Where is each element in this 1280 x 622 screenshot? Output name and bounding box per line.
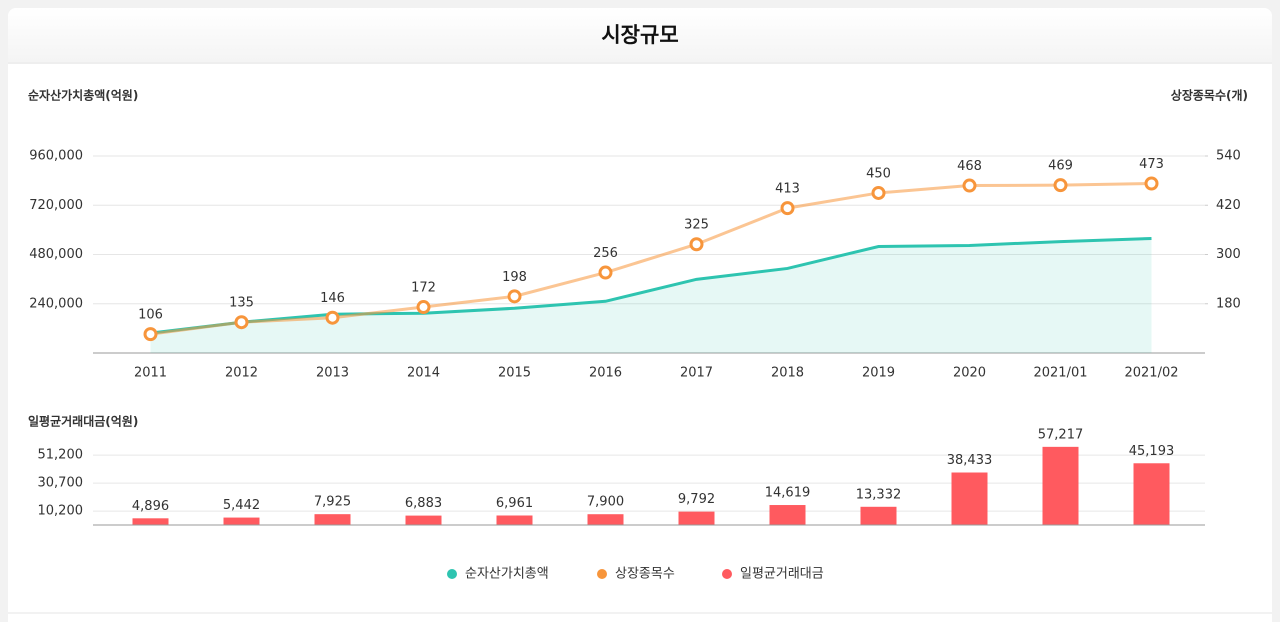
x-tick-label: 2015 (498, 366, 531, 381)
card (8, 8, 1272, 622)
data-label: 325 (684, 218, 709, 233)
x-tick-label: 2017 (680, 366, 713, 381)
marker (325, 310, 340, 325)
data-label: 468 (957, 159, 982, 174)
y-tick-label: 10,200 (38, 504, 84, 519)
line (150, 181, 1152, 336)
legend-marker (447, 569, 457, 579)
marker (143, 327, 158, 342)
x-tick-label: 2021/02 (1124, 366, 1178, 381)
y2-tick-label: 300 (1216, 247, 1241, 262)
marker (689, 237, 704, 252)
data-label: 14,619 (765, 486, 811, 501)
bar (678, 511, 715, 525)
data-label: 6,883 (405, 496, 442, 511)
marker (962, 178, 977, 193)
data-label: 172 (411, 281, 436, 296)
y2-tick-label: 180 (1216, 296, 1241, 311)
data-label: 9,792 (678, 492, 715, 507)
data-label: 413 (775, 182, 800, 197)
data-label: 473 (1139, 157, 1164, 172)
card-header (8, 8, 1272, 62)
bar (587, 514, 624, 525)
legend-marker (722, 569, 732, 579)
y2-tick-label: 540 (1216, 149, 1241, 164)
bar (860, 506, 897, 525)
x-tick-label: 2018 (771, 366, 804, 381)
y-tick-label: 51,200 (38, 448, 84, 463)
data-label: 135 (229, 296, 254, 311)
marker (1144, 176, 1159, 191)
data-label: 198 (502, 270, 527, 285)
legend-label: 일평균거래대금 (740, 567, 824, 582)
legend-label: 상장종목수 (615, 567, 675, 582)
page-title: 시장규모 (601, 23, 678, 47)
y-tick-label: 960,000 (29, 149, 83, 164)
y-tick-label: 480,000 (29, 247, 83, 262)
x-tick-label: 2021/01 (1033, 366, 1087, 381)
marker (780, 201, 795, 216)
legend-label: 순자산가치총액 (465, 567, 549, 582)
x-tick-label: 2013 (316, 366, 349, 381)
line (150, 236, 1152, 335)
bar (314, 514, 351, 525)
data-label: 5,442 (223, 498, 260, 513)
bar (496, 515, 533, 525)
x-tick-label: 2014 (407, 366, 440, 381)
bar (769, 505, 806, 525)
data-label: 57,217 (1038, 427, 1084, 442)
marker (871, 185, 886, 200)
bar (1133, 463, 1170, 525)
marker (598, 265, 613, 280)
data-label: 7,900 (587, 495, 624, 510)
legend-marker (597, 569, 607, 579)
area (150, 238, 1152, 353)
data-label: 256 (593, 246, 618, 261)
data-label: 106 (138, 308, 163, 323)
bar (223, 517, 260, 525)
data-label: 6,961 (496, 496, 533, 511)
x-tick-label: 2016 (589, 366, 622, 381)
data-label: 469 (1048, 159, 1073, 174)
y-axis-title: 순자산가치총액(억원) (28, 88, 138, 103)
data-label: 13,332 (856, 487, 902, 502)
marker (416, 300, 431, 315)
bar (132, 518, 169, 525)
data-label: 4,896 (132, 499, 169, 514)
x-tick-label: 2019 (862, 366, 895, 381)
data-label: 146 (320, 291, 345, 306)
marker (1053, 178, 1068, 193)
data-label: 45,193 (1129, 444, 1175, 459)
bar (951, 472, 988, 525)
x-tick-label: 2012 (225, 366, 258, 381)
data-label: 38,433 (947, 453, 993, 468)
marker (234, 315, 249, 330)
x-tick-label: 2020 (953, 366, 986, 381)
y-tick-label: 240,000 (29, 296, 83, 311)
x-tick-label: 2011 (134, 366, 167, 381)
y-tick-label: 720,000 (29, 198, 83, 213)
y2-axis-title: 상장종목수(개) (1171, 88, 1248, 103)
bar (1042, 446, 1079, 525)
bar (405, 515, 442, 525)
y-axis-title: 일평균거래대금(억원) (28, 414, 138, 429)
marker (507, 289, 522, 304)
data-label: 7,925 (314, 495, 351, 510)
y2-tick-label: 420 (1216, 198, 1241, 213)
y-tick-label: 30,700 (38, 476, 84, 491)
data-label: 450 (866, 166, 891, 181)
